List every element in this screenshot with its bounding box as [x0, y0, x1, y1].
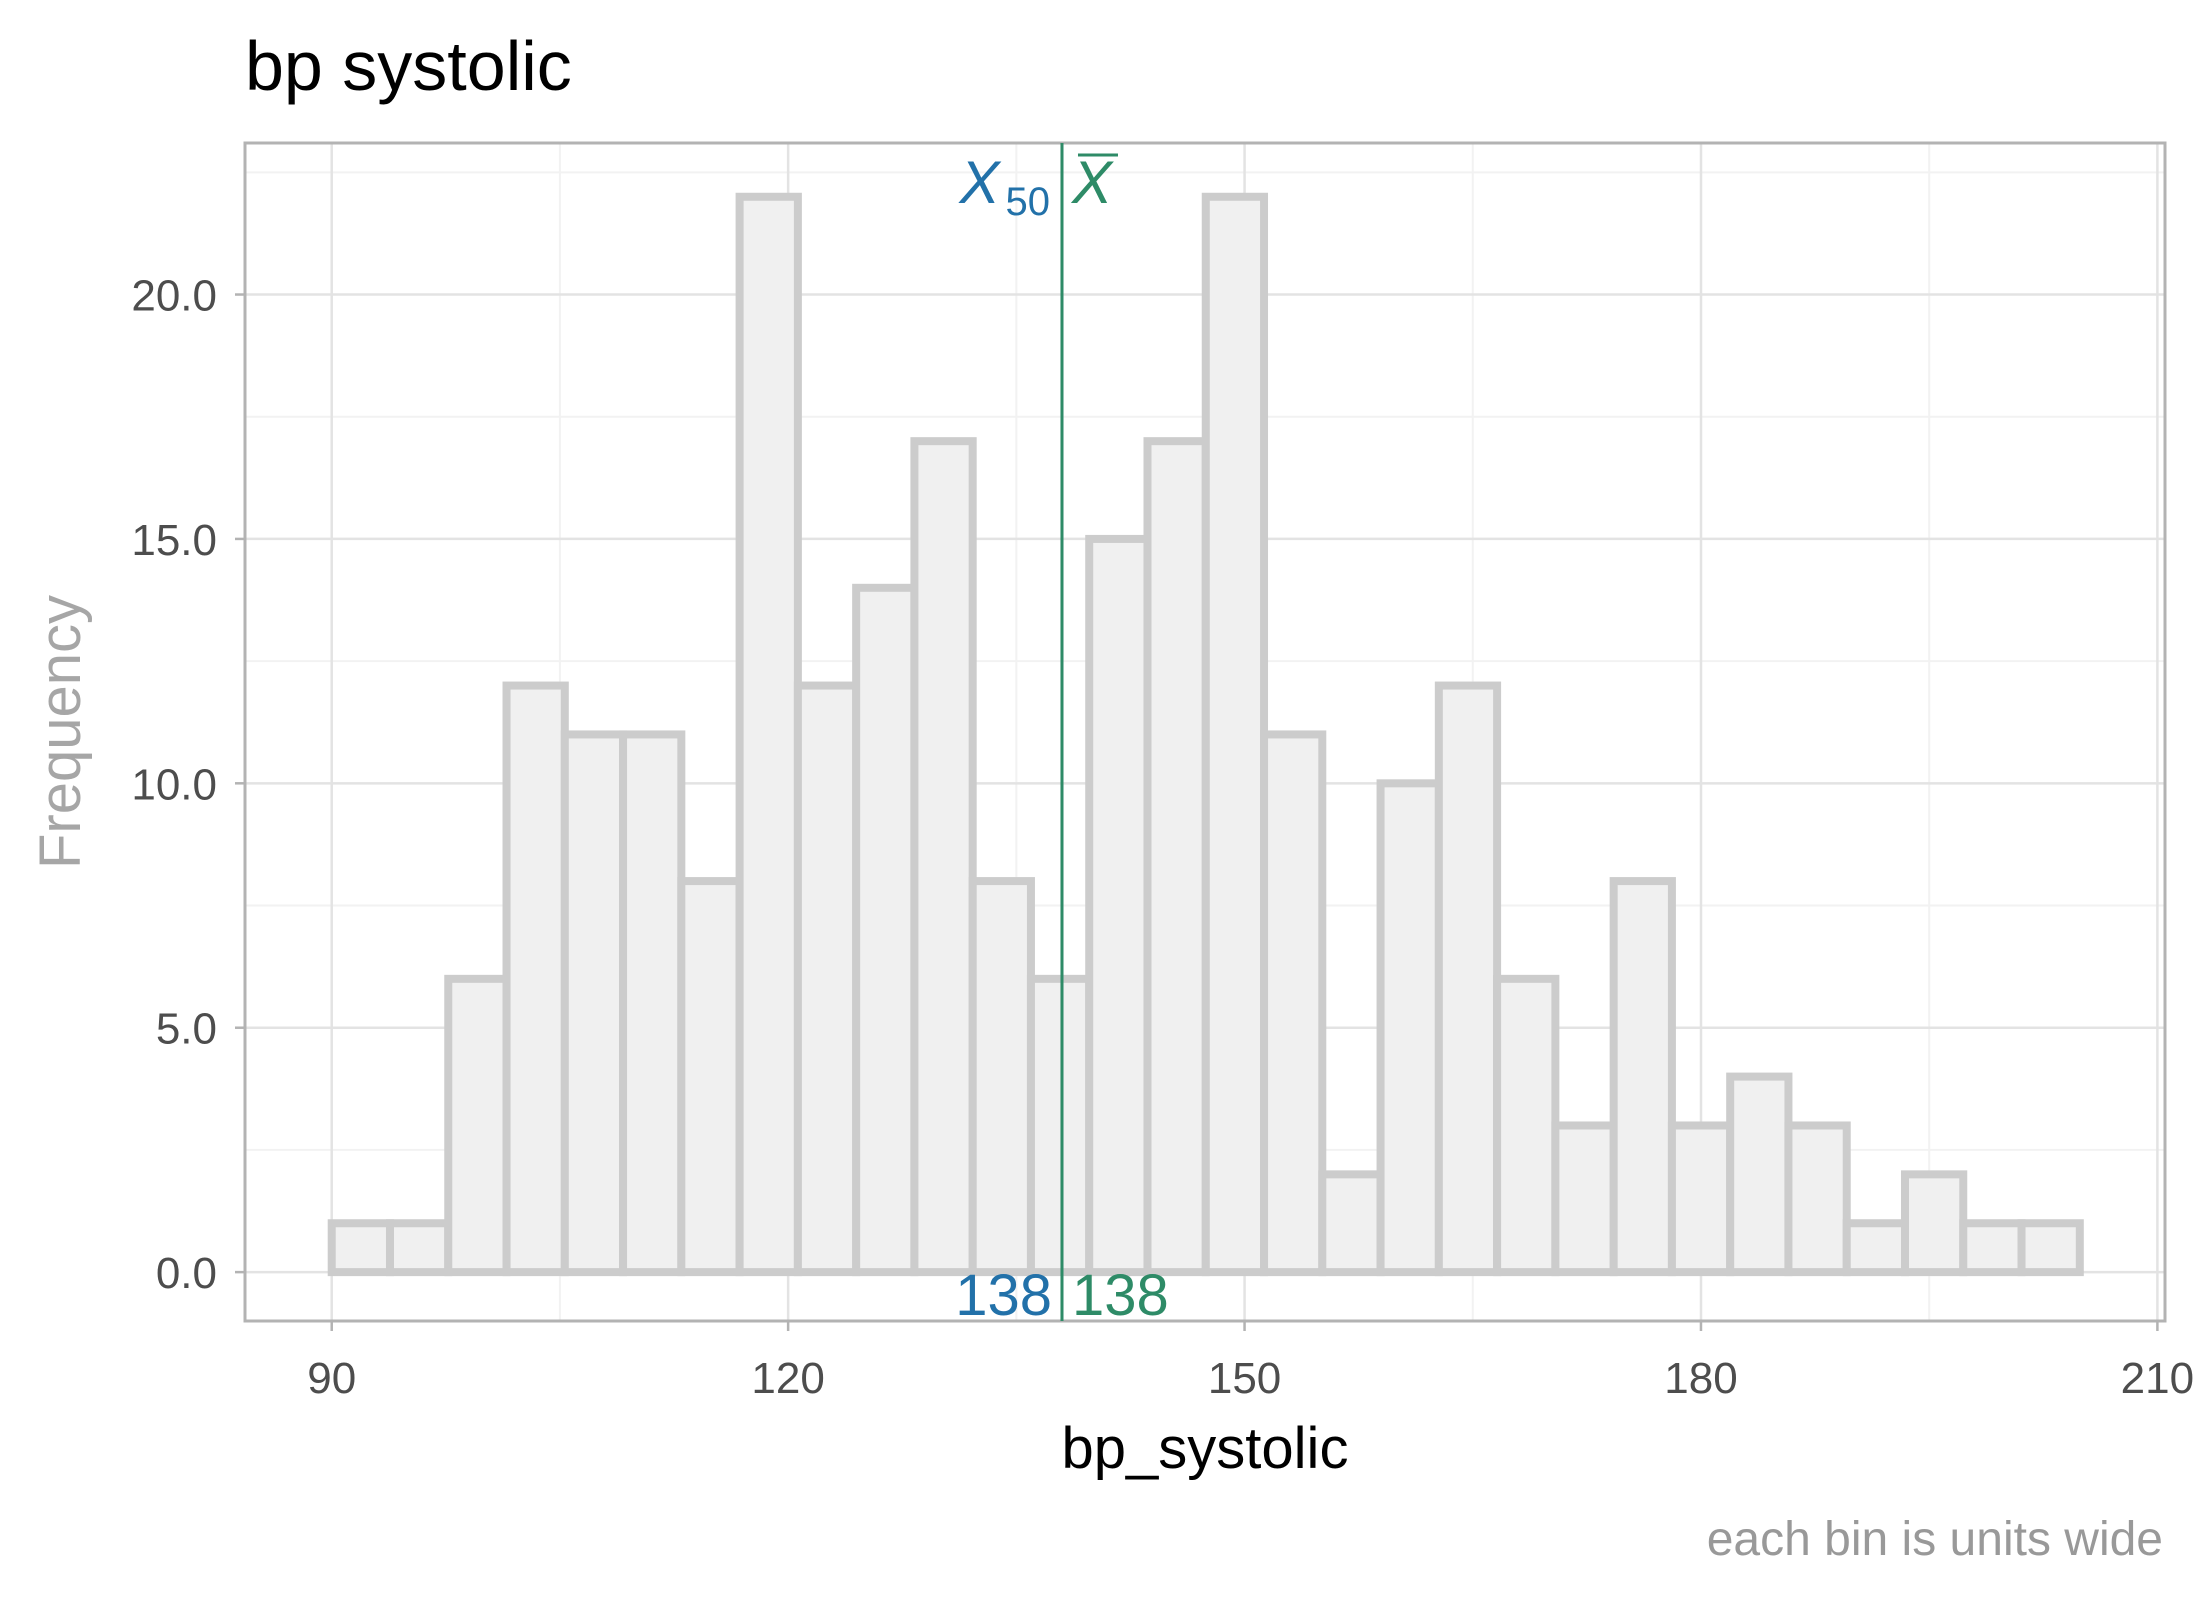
histogram-bar — [735, 192, 802, 1277]
median-symbol: X 50 — [957, 149, 1050, 224]
histogram-bar — [910, 437, 977, 1277]
median-value-label: 138 — [955, 1263, 1052, 1328]
histogram-bars — [327, 192, 2084, 1277]
mean-symbol: X — [1070, 149, 1114, 216]
histogram-bar — [1026, 974, 1094, 1277]
caption: each bin is units wide — [1707, 1513, 2163, 1566]
histogram-bar — [1726, 1072, 1793, 1277]
histogram-bar — [793, 681, 861, 1277]
median-symbol-subscript: 50 — [1005, 180, 1050, 224]
histogram-bar — [1376, 779, 1443, 1277]
histogram-bar — [968, 877, 1035, 1277]
y-axis-title: Frequency — [28, 595, 93, 869]
histogram-bar — [1493, 974, 1560, 1277]
x-tick-label: 90 — [307, 1354, 356, 1403]
histogram-bar — [852, 583, 919, 1277]
median-symbol-letter: X — [957, 149, 1001, 216]
histogram-bar — [619, 730, 686, 1277]
histogram-bar — [1609, 877, 1676, 1277]
histogram-bar — [1143, 437, 1210, 1277]
histogram-bar — [1900, 1170, 1968, 1277]
y-tick-label: 0.0 — [156, 1249, 217, 1298]
histogram-bar — [2017, 1219, 2084, 1277]
x-tick-label: 150 — [1208, 1354, 1281, 1403]
histogram-bar — [1551, 1121, 1618, 1277]
histogram-bar — [560, 730, 628, 1277]
y-tick-label: 5.0 — [156, 1005, 217, 1054]
x-axis-title: bp_systolic — [1062, 1416, 1349, 1481]
chart-title: bp systolic — [245, 27, 572, 105]
histogram-bar — [1842, 1219, 1909, 1277]
histogram-bar — [1784, 1121, 1851, 1277]
histogram-bar — [1260, 730, 1327, 1277]
histogram-bar — [1201, 192, 1269, 1277]
mean-value-label: 138 — [1072, 1263, 1169, 1328]
y-tick-label: 15.0 — [131, 516, 217, 565]
histogram-bar — [385, 1219, 453, 1277]
x-tick-label: 180 — [1664, 1354, 1737, 1403]
histogram-bar — [444, 974, 511, 1277]
x-tick-label: 210 — [2121, 1354, 2194, 1403]
histogram-bar — [1959, 1219, 2026, 1277]
histogram-bar — [502, 681, 569, 1277]
y-axis-ticks: 0.0 5.0 10.0 15.0 20.0 — [131, 272, 245, 1298]
histogram-bar — [1434, 681, 1502, 1277]
histogram-bar — [677, 877, 744, 1277]
histogram-bar — [1085, 534, 1152, 1277]
x-axis-ticks: 90 120 150 180 210 — [307, 1321, 2194, 1403]
y-tick-label: 20.0 — [131, 272, 217, 321]
histogram-bar — [1667, 1121, 1735, 1277]
histogram-bar — [327, 1219, 394, 1277]
y-tick-label: 10.0 — [131, 760, 217, 809]
plot-border — [243, 141, 2167, 1323]
histogram-bar — [1318, 1170, 1385, 1277]
x-tick-label: 120 — [751, 1354, 824, 1403]
